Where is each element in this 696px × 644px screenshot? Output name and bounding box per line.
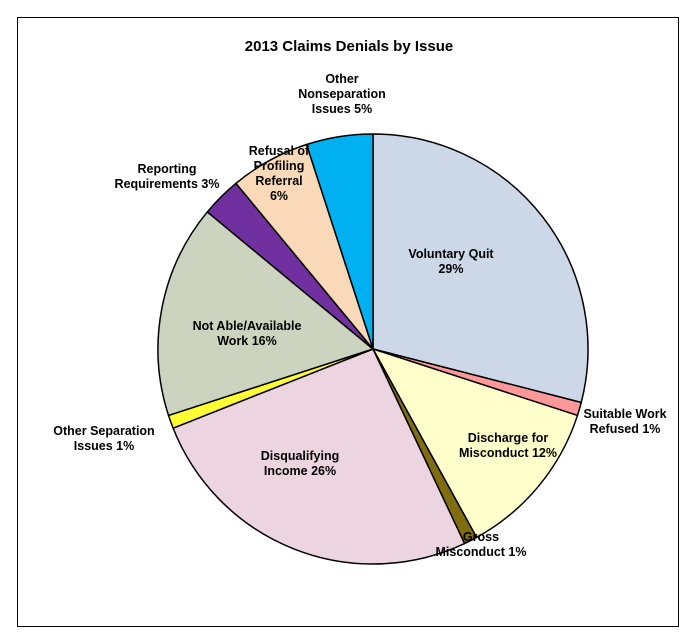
pie-label-2: Suitable Work Refused 1% bbox=[583, 407, 666, 436]
pie-slices bbox=[157, 133, 589, 565]
pie-label-5: Disqualifying Income 26% bbox=[261, 449, 339, 478]
pie-label-9: Refusal of Profiling Referral 6% bbox=[249, 144, 310, 203]
pie-labels: Voluntary Quit 29% Suitable Work Refused 1%… bbox=[53, 72, 666, 559]
chart-frame: 2013 Claims Denials by Issue Voluntary Q… bbox=[17, 17, 679, 627]
pie-label-10: Other Nonseparation Issues 5% bbox=[298, 72, 386, 116]
pie-label-1: Voluntary Quit 29% bbox=[408, 247, 494, 276]
pie-label-3: Discharge for Misconduct 12% bbox=[459, 431, 557, 460]
pie-slice-7 bbox=[157, 211, 374, 417]
pie-label-8: Reporting Requirements 3% bbox=[115, 162, 220, 191]
pie-label-4: Gross Misconduct 1% bbox=[436, 530, 527, 559]
pie-slice-10 bbox=[305, 133, 374, 350]
pie-label-7: Not Able/Available Work 16% bbox=[193, 319, 302, 348]
pie-slice-1 bbox=[372, 133, 589, 404]
chart-title: 2013 Claims Denials by Issue bbox=[244, 38, 454, 55]
pie-slice-3 bbox=[372, 348, 579, 539]
pie-chart: Voluntary Quit 29% Suitable Work Refused 1%… bbox=[53, 72, 667, 565]
pie-label-6: Other Separation Issues 1% bbox=[53, 424, 154, 453]
pie-slice-5 bbox=[172, 348, 466, 565]
